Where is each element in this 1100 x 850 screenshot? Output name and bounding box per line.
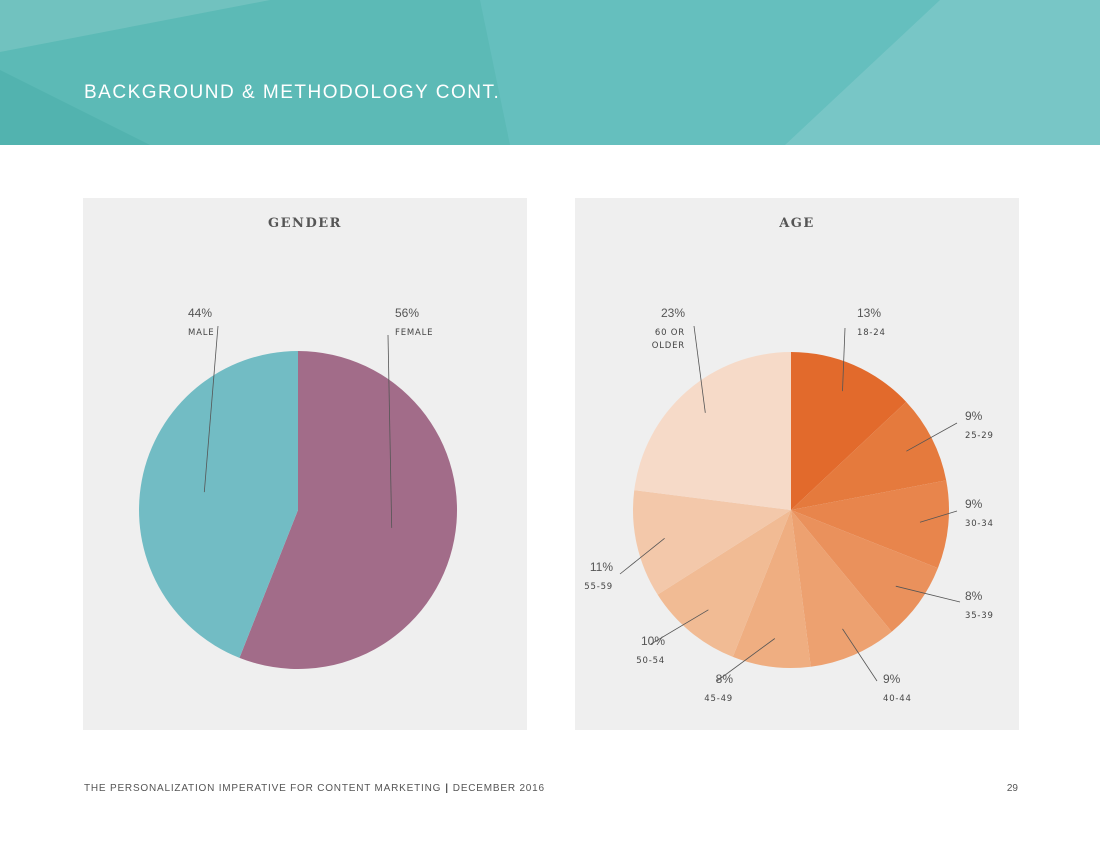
footer: THE PERSONALIZATION IMPERATIVE FOR CONTE… — [84, 783, 545, 794]
data-label-45-49: 8% — [716, 672, 734, 686]
slice-label-55-59: 55-59 — [584, 582, 613, 592]
pie-slice-female — [239, 351, 458, 669]
leader-line — [650, 609, 709, 645]
data-label-40-44: 9% — [883, 672, 901, 686]
footer-report-title: THE PERSONALIZATION IMPERATIVE FOR CONTE… — [84, 783, 442, 794]
slice-label-45-49: 45-49 — [704, 694, 733, 704]
gender-pie-chart: 56% FEMALE 44% MALE — [139, 306, 458, 669]
page-number: 29 — [1006, 783, 1018, 794]
data-label-35-39: 8% — [965, 589, 983, 603]
footer-separator: | — [445, 783, 449, 794]
slice-label-60-or-older: 60 OR — [655, 328, 685, 338]
pie-slice-25-29 — [791, 401, 947, 510]
leader-line — [387, 334, 393, 528]
slice-label-male: MALE — [188, 328, 214, 338]
leader-line — [716, 638, 776, 682]
pie-slice-55-59 — [633, 490, 791, 595]
leader-line — [842, 628, 878, 682]
pie-slice-male — [139, 351, 298, 658]
age-chart-panel: AGE 13% 18-24 9% 25-29 9% 30-34 8% 35-39 9% 40-44… — [575, 198, 1019, 730]
pie-slice-35-39 — [791, 510, 938, 632]
leader-line — [693, 325, 706, 413]
slice-label-30-34: 30-34 — [965, 519, 994, 529]
leader-line — [906, 422, 958, 452]
pie-slice-30-34 — [791, 480, 949, 569]
age-pie-chart: 13% 18-24 9% 25-29 9% 30-34 8% 35-39 9% 40-44 8% 45… — [584, 306, 994, 704]
slice-label-40-44: 40-44 — [883, 694, 912, 704]
slice-label-35-39: 35-39 — [965, 611, 994, 621]
data-label-55-59: 11% — [590, 560, 613, 574]
chart-title: GENDER — [268, 216, 342, 231]
footer-date: DECEMBER 2016 — [452, 783, 545, 794]
data-label-50-54: 10% — [641, 634, 665, 648]
leader-line — [619, 537, 665, 575]
slice-label-18-24: 18-24 — [857, 328, 886, 338]
data-label-25-29: 9% — [965, 409, 983, 423]
pie-slice-40-44 — [791, 510, 892, 667]
leader-line — [203, 325, 219, 493]
slice-label-25-29: 25-29 — [965, 431, 994, 441]
data-label-female: 56% — [395, 306, 419, 320]
data-label-30-34: 9% — [965, 497, 983, 511]
leader-line — [895, 585, 961, 603]
data-label-male: 44% — [188, 306, 212, 320]
page-title: BACKGROUND & METHODOLOGY CONT. — [84, 82, 501, 103]
leader-line — [842, 327, 846, 392]
gender-chart-panel: GENDER 56% FEMALE 44% MALE — [83, 198, 527, 730]
pie-slice-18-24 — [791, 352, 907, 510]
slice-label-female: FEMALE — [395, 328, 433, 338]
header-banner: BACKGROUND & METHODOLOGY CONT. — [0, 0, 1100, 145]
data-label-60-or-older: 23% — [661, 306, 685, 320]
data-label-18-24: 13% — [857, 306, 881, 320]
pie-slice-60-or-older — [634, 352, 791, 510]
leader-line — [919, 510, 958, 523]
slice-label-50-54: 50-54 — [636, 656, 665, 666]
pie-slice-45-49 — [732, 510, 811, 668]
slice-label-60-or-older: OLDER — [652, 341, 685, 351]
chart-title: AGE — [779, 216, 815, 231]
banner-background — [0, 0, 1100, 145]
